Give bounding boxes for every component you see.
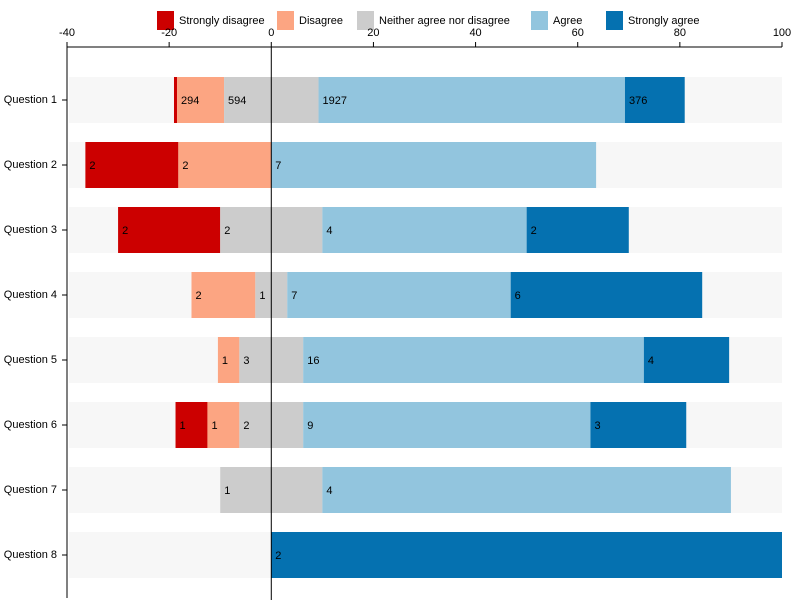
- legend-swatch: [357, 11, 374, 30]
- data-label: 3: [594, 420, 600, 432]
- legend-label: Agree: [553, 15, 582, 27]
- data-label: 2: [195, 290, 201, 302]
- x-tick-label: -40: [59, 27, 75, 39]
- data-label: 1: [211, 420, 217, 432]
- y-tick-label: Question 8: [4, 549, 57, 561]
- x-tick-label: 20: [367, 27, 379, 39]
- x-tick-label: 40: [469, 27, 481, 39]
- bar-segment: [303, 402, 591, 448]
- x-tick-label: 0: [268, 27, 274, 39]
- bar-segment: [322, 207, 527, 253]
- legend-swatch: [277, 11, 294, 30]
- legend-swatch: [157, 11, 174, 30]
- bar-segment: [624, 77, 685, 123]
- y-tick-label: Question 7: [4, 484, 57, 496]
- bar-segment: [271, 142, 597, 188]
- y-tick-label: Question 3: [4, 224, 57, 236]
- data-label: 16: [307, 355, 319, 367]
- data-label: 6: [515, 290, 521, 302]
- y-tick-label: Question 4: [4, 289, 57, 301]
- data-label: 7: [291, 290, 297, 302]
- x-tick-label: 80: [674, 27, 686, 39]
- bar-segment: [175, 402, 208, 448]
- bar-segment: [322, 467, 731, 513]
- legend-label: Neither agree nor disagree: [379, 15, 510, 27]
- y-tick-label: Question 6: [4, 419, 57, 431]
- data-label: 2: [224, 225, 230, 237]
- legend-label: Strongly disagree: [179, 15, 265, 27]
- bar-segment: [303, 337, 644, 383]
- bar-segment: [173, 77, 178, 123]
- data-label: 9: [307, 420, 313, 432]
- data-label: 594: [228, 95, 246, 107]
- data-label: 2: [531, 225, 537, 237]
- data-label: 2: [275, 550, 281, 562]
- x-tick-label: 100: [773, 27, 791, 39]
- data-label: 4: [648, 355, 654, 367]
- bar-segment: [526, 207, 629, 253]
- bar-segment: [191, 272, 256, 318]
- bar-segment: [178, 142, 272, 188]
- x-tick-label: 60: [572, 27, 584, 39]
- data-label: 1: [259, 290, 265, 302]
- legend-label: Strongly agree: [628, 15, 700, 27]
- data-label: 376: [629, 95, 647, 107]
- data-label: 2: [243, 420, 249, 432]
- bar-segment: [207, 402, 240, 448]
- bar-segment: [590, 402, 687, 448]
- bar-segment: [510, 272, 703, 318]
- y-tick-label: Question 1: [4, 94, 57, 106]
- data-label: 1: [180, 420, 186, 432]
- bar-segment: [85, 142, 179, 188]
- data-label: 1927: [323, 95, 347, 107]
- data-label: 2: [182, 160, 188, 172]
- data-label: 4: [326, 225, 332, 237]
- bar-segment: [118, 207, 221, 253]
- data-label: 294: [181, 95, 199, 107]
- data-label: 1: [224, 485, 230, 497]
- x-tick-label: -20: [161, 27, 177, 39]
- y-tick-label: Question 5: [4, 354, 57, 366]
- y-tick-label: Question 2: [4, 159, 57, 171]
- bar-segment: [177, 77, 225, 123]
- data-label: 1: [222, 355, 228, 367]
- data-label: 2: [122, 225, 128, 237]
- legend-swatch: [531, 11, 548, 30]
- data-label: 4: [326, 485, 332, 497]
- bar-segment: [643, 337, 730, 383]
- data-label: 7: [275, 160, 281, 172]
- legend-label: Disagree: [299, 15, 343, 27]
- bar-segment: [217, 337, 240, 383]
- data-label: 2: [89, 160, 95, 172]
- bar-segment: [318, 77, 625, 123]
- data-label: 3: [243, 355, 249, 367]
- bar-segment: [271, 532, 782, 578]
- bar-segment: [287, 272, 511, 318]
- legend-swatch: [606, 11, 623, 30]
